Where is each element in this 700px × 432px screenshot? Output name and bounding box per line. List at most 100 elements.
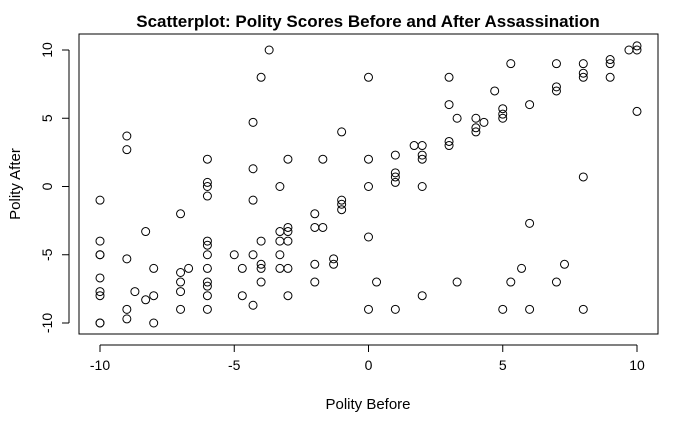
data-point (578, 304, 588, 314)
data-point (248, 250, 258, 260)
data-point (184, 263, 194, 273)
data-point (202, 177, 212, 187)
y-tick-label: -10 (39, 313, 55, 333)
x-tick-label: -5 (228, 357, 241, 373)
data-point (202, 277, 212, 287)
data-point (471, 127, 481, 137)
data-point (283, 263, 293, 273)
data-points (95, 41, 642, 328)
data-point (525, 100, 535, 110)
data-point (283, 227, 293, 237)
data-point (364, 182, 373, 191)
data-point (337, 199, 347, 209)
data-point (452, 113, 462, 123)
data-point (95, 236, 105, 246)
data-point (444, 141, 454, 151)
data-point (578, 68, 588, 78)
data-point (498, 304, 508, 314)
data-point (149, 291, 159, 301)
data-point (256, 259, 266, 269)
data-point (237, 263, 247, 273)
data-point (498, 104, 508, 114)
plot-frame (78, 33, 659, 335)
x-tick-label: 5 (499, 357, 507, 373)
data-point (95, 195, 105, 205)
data-point (95, 287, 105, 297)
data-point (444, 72, 454, 82)
x-axis-label: Polity Before (325, 396, 410, 413)
data-point (578, 59, 588, 69)
y-tick-label: 5 (39, 114, 55, 122)
data-point (605, 72, 615, 82)
data-point (605, 59, 615, 69)
data-point (176, 304, 186, 314)
data-point (202, 291, 212, 301)
chart-title: Scatterplot: Polity Scores Before and Af… (136, 12, 600, 31)
data-point (444, 100, 454, 110)
data-point (130, 287, 140, 297)
data-point (229, 250, 239, 260)
data-point (417, 141, 427, 151)
data-point (578, 72, 588, 82)
data-point (551, 277, 561, 287)
data-point (248, 164, 258, 174)
data-point (525, 304, 535, 314)
data-point (275, 227, 285, 237)
data-point (95, 250, 105, 260)
data-point (471, 113, 481, 123)
data-point (176, 277, 186, 287)
x-tick-label: -10 (90, 357, 110, 373)
data-point (329, 254, 339, 264)
y-tick-label: -5 (39, 248, 55, 261)
data-point (390, 172, 400, 182)
data-point (237, 291, 247, 301)
data-point (275, 263, 285, 273)
data-point (337, 127, 347, 137)
data-point (479, 117, 489, 127)
data-point (310, 277, 320, 287)
data-point (176, 209, 186, 219)
data-point (256, 236, 266, 246)
data-point (551, 86, 561, 96)
data-point (275, 250, 285, 260)
data-point (506, 59, 516, 69)
data-point (490, 86, 500, 96)
data-point (310, 209, 320, 219)
data-point (560, 259, 570, 269)
data-point (202, 236, 212, 246)
data-point (275, 182, 285, 191)
data-point (248, 117, 258, 127)
data-point (283, 154, 293, 164)
data-point (390, 168, 400, 178)
data-point (122, 254, 132, 264)
data-point (329, 259, 339, 269)
data-point (337, 195, 347, 205)
data-point (95, 318, 105, 328)
data-point (632, 45, 642, 55)
data-point (122, 304, 132, 314)
data-point (202, 250, 212, 260)
data-point (310, 222, 320, 232)
data-point (525, 218, 535, 228)
data-point (202, 182, 212, 191)
data-point (202, 263, 212, 273)
data-point (248, 195, 258, 205)
data-point (578, 172, 588, 182)
data-point (176, 267, 186, 277)
data-point (498, 109, 508, 119)
data-point (390, 177, 400, 187)
data-point (202, 191, 212, 201)
y-axis-label: Polity After (7, 148, 24, 220)
data-point (337, 205, 347, 215)
data-point (318, 222, 328, 232)
data-point (283, 236, 293, 246)
y-tick-label: 0 (39, 182, 55, 190)
data-point (632, 106, 642, 116)
data-point (452, 277, 462, 287)
data-point (390, 150, 400, 160)
data-point (551, 82, 561, 92)
data-point (256, 263, 266, 273)
data-point (506, 277, 516, 287)
data-point (498, 113, 508, 123)
data-point (624, 45, 634, 55)
